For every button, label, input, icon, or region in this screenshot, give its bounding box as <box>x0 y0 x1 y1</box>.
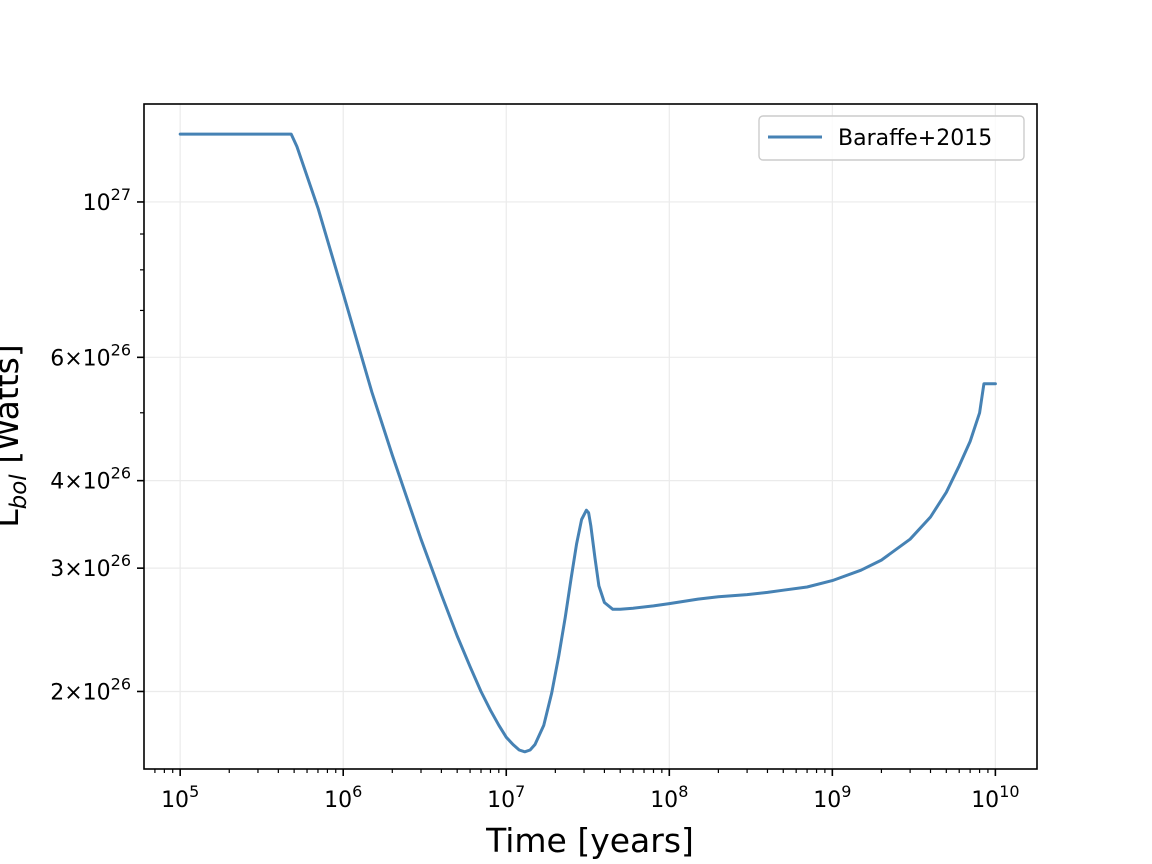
y-tick-label: 2×1026 <box>50 674 131 705</box>
y-tick-times: × <box>64 557 82 582</box>
y-tick-base: 10 <box>83 470 111 495</box>
y-tick-times: × <box>64 470 82 495</box>
x-tick-exponent: 10 <box>999 782 1019 801</box>
x-tick-exponent: 8 <box>678 782 688 801</box>
x-tick-label: 1010 <box>971 782 1019 813</box>
grid <box>144 104 1037 769</box>
y-axis-title-sub: bol <box>6 474 32 510</box>
x-tick-base: 10 <box>324 788 352 813</box>
x-axis-title: Time [years] <box>485 821 694 860</box>
x-tick-label: 107 <box>487 782 525 813</box>
y-tick-label: 1027 <box>83 185 131 216</box>
y-tick-base: 10 <box>83 680 111 705</box>
x-tick-label: 108 <box>650 782 688 813</box>
y-tick-base: 10 <box>83 346 111 371</box>
y-tick-base: 10 <box>83 191 111 216</box>
x-tick-base: 10 <box>813 788 841 813</box>
x-tick-exponent: 9 <box>841 782 851 801</box>
y-tick-label: 3×1026 <box>50 551 131 582</box>
axes-frame <box>143 103 1038 770</box>
legend: Baraffe+2015 <box>758 115 1025 161</box>
y-axis-title-main: L <box>0 509 26 528</box>
x-tick-base: 10 <box>971 788 999 813</box>
y-tick-exponent: 26 <box>111 551 131 570</box>
x-tick-exponent: 5 <box>189 782 199 801</box>
y-tick-mantissa: 2 <box>50 680 64 705</box>
y-tick-times: × <box>64 346 82 371</box>
series-line <box>178 132 997 754</box>
legend-label: Baraffe+2015 <box>838 126 992 151</box>
y-tick-times: × <box>64 680 82 705</box>
x-tick-exponent: 7 <box>515 782 525 801</box>
y-tick-label: 4×1026 <box>50 464 131 495</box>
x-tick-base: 10 <box>650 788 678 813</box>
x-tick-base: 10 <box>161 788 189 813</box>
x-tick-base: 10 <box>487 788 515 813</box>
y-tick-exponent: 26 <box>111 674 131 693</box>
y-tick-mantissa: 6 <box>50 346 64 371</box>
y-tick-base: 10 <box>83 557 111 582</box>
plot-area <box>178 132 997 754</box>
y-tick-label: 6×1026 <box>50 340 131 371</box>
x-tick-label: 105 <box>161 782 199 813</box>
x-tick-label: 106 <box>324 782 362 813</box>
x-axis: 105 106 107 108 109 1010 <box>154 769 1020 813</box>
legend-box <box>758 115 1025 161</box>
y-tick-exponent: 27 <box>111 185 131 204</box>
y-tick-mantissa: 3 <box>50 557 64 582</box>
y-tick-exponent: 26 <box>111 464 131 483</box>
y-axis-title: Lbol [Watts] <box>0 344 32 528</box>
x-tick-label: 109 <box>813 782 851 813</box>
y-axis-title-unit: [Watts] <box>0 344 26 474</box>
y-tick-exponent: 26 <box>111 340 131 359</box>
x-tick-exponent: 6 <box>352 782 362 801</box>
y-tick-mantissa: 4 <box>50 470 64 495</box>
